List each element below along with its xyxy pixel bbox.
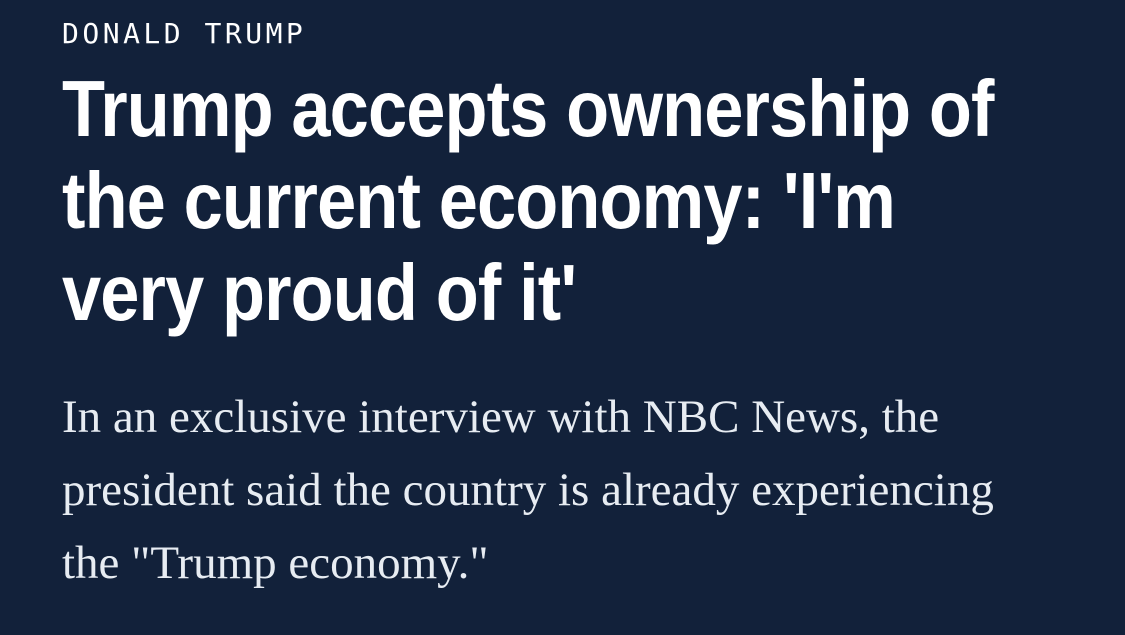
headline-line-3: very proud of it' [62,248,577,338]
dek-line-1: In an exclusive interview with NBC News,… [62,391,940,444]
dek-line-2: president said the country is already ex… [62,464,994,517]
dek-line-3: the "Trump economy." [62,537,489,590]
article-headline: Trump accepts ownership of the current e… [62,63,994,339]
headline-line-2: the current economy: 'I'm [62,156,896,246]
article-dek: In an exclusive interview with NBC News,… [62,381,1072,600]
kicker-topic-link[interactable]: DONALD TRUMP [62,17,307,50]
article-header: DONALD TRUMP Trump accepts ownership of … [62,0,1072,600]
headline-line-1: Trump accepts ownership of [62,64,994,154]
